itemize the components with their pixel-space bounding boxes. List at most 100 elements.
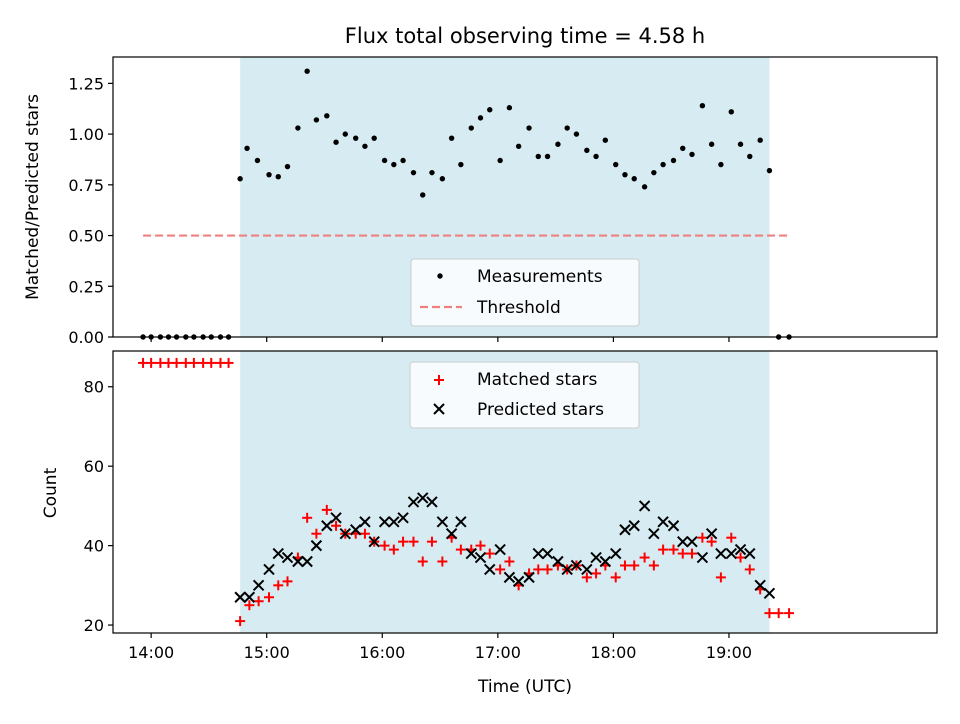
measurement-point [352, 135, 359, 141]
predicted-star-point [301, 555, 313, 568]
measurement-point [468, 125, 474, 131]
bottom-axes: 14:00 15:00 16:00 17:00 18:00 19:00 20 40 60 80 [84, 350, 938, 662]
predicted-star-point [465, 547, 477, 560]
matched-star-point [359, 528, 370, 539]
measurement-point [631, 176, 637, 182]
matched-star-point [171, 357, 182, 368]
predicted-star-point [552, 555, 564, 568]
measurement-point [641, 184, 648, 190]
predicted-star-point [494, 543, 506, 556]
measurement-point [737, 141, 744, 147]
matched-star-point [581, 572, 592, 583]
measurement-point [660, 161, 666, 168]
measurement-point [728, 109, 734, 115]
predicted-star-point [243, 591, 256, 603]
top-y-tick-label: 1.00 [68, 125, 104, 144]
x-tick-label: 14:00 [128, 643, 174, 662]
predicted-star-point [388, 516, 400, 528]
predicted-star-point [619, 524, 631, 536]
matched-star-point [639, 552, 650, 563]
measurement-point [284, 163, 291, 170]
predicted-star-point [523, 571, 535, 584]
measurement-point [237, 176, 243, 182]
matched-star-point [475, 540, 486, 551]
predicted-star-point [359, 516, 371, 528]
matched-star-point [715, 572, 726, 583]
predicted-star-point [339, 527, 351, 540]
predicted-star-point [648, 527, 660, 540]
predicted-star-point [263, 563, 275, 576]
predicted-star-point [696, 551, 709, 564]
measurement-point [515, 143, 522, 149]
predicted-star-point [581, 563, 593, 576]
matched-star-point [273, 580, 284, 591]
matched-star-point [253, 596, 264, 607]
ratio-panel: Flux total observing time = 4.58 h Match… [23, 24, 938, 347]
predicted-star-point [628, 520, 640, 532]
predicted-star-point [503, 571, 516, 584]
x-tick-label: 16:00 [359, 643, 405, 662]
predicted-star-point [349, 524, 362, 536]
top-y-tick-label: 0.50 [68, 227, 104, 246]
predicted-star-point [763, 587, 776, 599]
measurement-point [362, 143, 368, 149]
matched-star-point [619, 560, 630, 571]
top-axes: 0.00 0.25 0.50 0.75 1.00 1.25 [68, 56, 938, 347]
matched-star-point [735, 552, 746, 563]
count-panel: Count Time (UTC) 14:00 15:00 16:00 17:00 18:… [41, 350, 938, 697]
matched-star-point [533, 564, 544, 575]
measurement-point [429, 169, 435, 176]
predicted-star-point [234, 591, 246, 603]
bottom-legend-box [409, 361, 640, 429]
matched-star-point [668, 544, 679, 555]
bottom-y-tick-label: 80 [84, 378, 104, 397]
predicted-star-point [686, 535, 698, 548]
predicted-star-point [417, 492, 429, 504]
measurement-point [410, 169, 417, 176]
measurement-point [593, 153, 599, 160]
measurement-point [535, 153, 541, 160]
chart-title: Flux total observing time = 4.58 h [345, 24, 705, 48]
predicted-star-point [610, 547, 622, 560]
top-y-tick-label: 0.75 [68, 176, 104, 195]
bottom-y-tick-label: 20 [84, 616, 104, 635]
predicted-star-point [378, 516, 391, 528]
matched-star-point [188, 357, 199, 368]
predicted-star-point [561, 563, 573, 576]
measurement-point [651, 169, 657, 176]
top-legend: Measurements Threshold [410, 258, 640, 327]
predicted-star-point [292, 555, 304, 568]
predicted-star-point [426, 496, 438, 508]
matched-star-point [495, 564, 506, 575]
matched-star-point [235, 616, 246, 627]
measurement-point [555, 141, 561, 147]
matched-star-point [264, 592, 275, 603]
legend-threshold-label: Threshold [476, 298, 561, 318]
measurement-point [371, 135, 377, 141]
predicted-star-point [321, 520, 333, 532]
measurement-point [757, 137, 763, 143]
legend-measurements-label: Measurements [477, 267, 603, 287]
predicted-star-point [252, 579, 265, 592]
predicted-star-point [657, 516, 669, 528]
measurement-point [458, 161, 464, 168]
predicted-star-point [474, 551, 487, 564]
predicted-star-point [455, 516, 467, 528]
predicted-star-point [638, 500, 651, 512]
matched-star-point [455, 544, 466, 555]
predicted-star-point [512, 575, 525, 588]
bottom-plot-frame [112, 350, 938, 634]
matched-star-point [417, 556, 428, 567]
matched-star-point [764, 608, 775, 619]
measurement-point [254, 157, 261, 164]
predicted-star-point [667, 520, 680, 532]
x-axis-label: Time (UTC) [477, 677, 572, 697]
matched-star-point [408, 536, 419, 547]
measurement-point [670, 157, 677, 164]
bottom-y-tick-label: 40 [84, 537, 104, 556]
matched-star-point [677, 548, 688, 559]
top-legend-box [410, 258, 640, 327]
predicted-star-point [272, 547, 284, 560]
measurement-point [477, 115, 484, 121]
